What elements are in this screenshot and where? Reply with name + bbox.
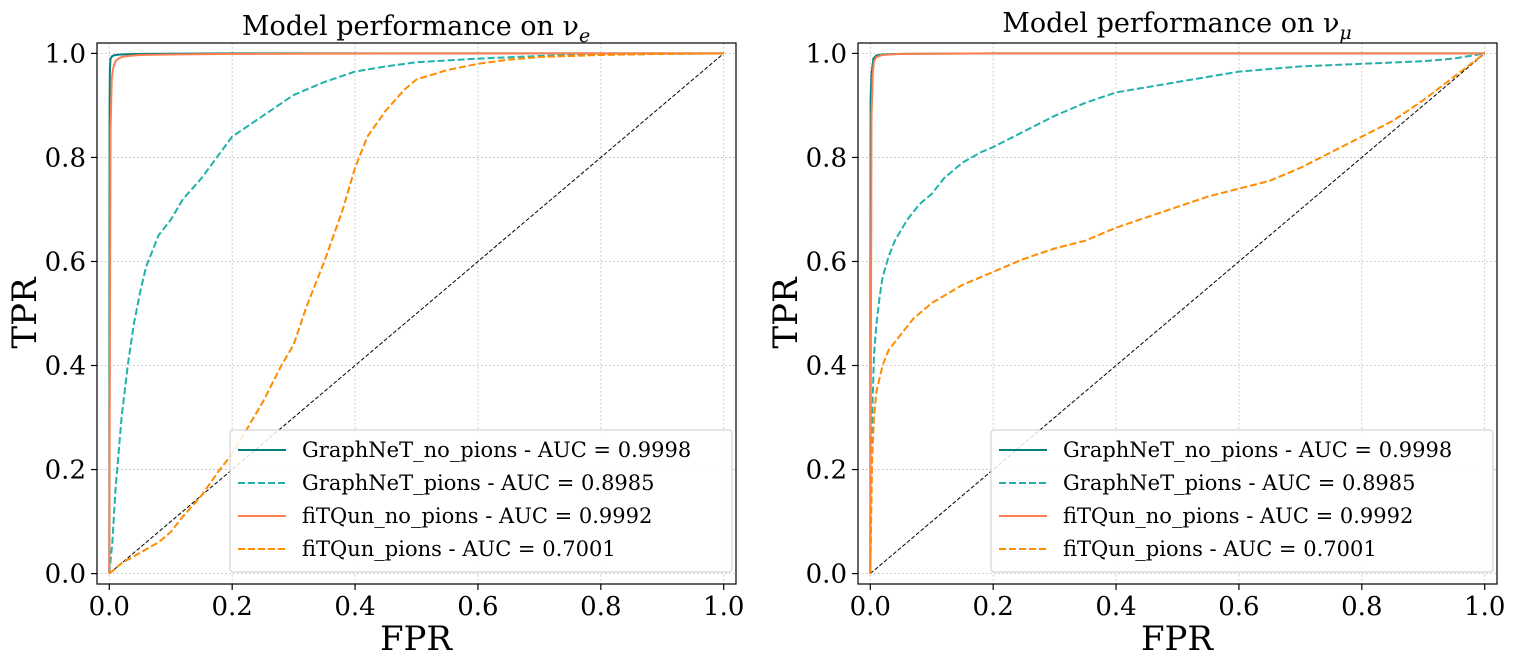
x-tick-label: 0.6 — [1218, 592, 1259, 622]
roc-curve-4 — [108, 52, 724, 575]
x-axis-label-electron: FPR — [380, 619, 453, 659]
chart-panel-muon: 0.0 0.2 0.4 0.6 0.8 1.0 0.0 0.2 0.4 0.6 0.8 1.0 Mo… — [766, 8, 1505, 659]
chart-panel-electron: 0.0 0.2 0.4 0.6 0.8 1.0 0.0 0.2 0.4 0.6 0.8 1.0 Mo… — [5, 11, 744, 659]
y-tick-label: 0.6 — [806, 247, 847, 277]
plot-area-muon — [869, 52, 1486, 574]
y-ticks-muon: 0.0 0.2 0.4 0.6 0.8 1.0 — [806, 39, 858, 590]
x-tick-label: 0.6 — [457, 592, 498, 622]
random-baseline-line — [869, 53, 1486, 574]
legend-box — [229, 429, 733, 573]
x-tick-label: 1.0 — [703, 592, 744, 622]
x-tick-label: 1.0 — [1464, 592, 1505, 622]
legend-label: GraphNeT_pions - AUC = 0.8985 — [302, 471, 655, 495]
roc-curve-4 — [869, 52, 1486, 574]
x-ticks-muon: 0.0 0.2 0.4 0.6 0.8 1.0 — [850, 584, 1505, 622]
y-tick-label: 0.6 — [45, 247, 86, 277]
legend-label: GraphNeT_no_pions - AUC = 0.9998 — [1063, 438, 1452, 462]
y-tick-label: 0.2 — [806, 456, 847, 486]
legend-muon: GraphNeT_no_pions - AUC = 0.9998 GraphNeT… — [990, 429, 1494, 573]
roc-curve-2 — [869, 52, 1485, 574]
y-ticks-electron: 0.0 0.2 0.4 0.6 0.8 1.0 — [45, 39, 97, 590]
legend-label: fiTQun_no_pions - AUC = 0.9992 — [1063, 504, 1413, 528]
y-tick-label: 1.0 — [806, 39, 847, 69]
y-tick-label: 0.2 — [45, 456, 86, 486]
legend-label: GraphNeT_pions - AUC = 0.8985 — [1063, 471, 1416, 495]
random-baseline-line — [108, 53, 725, 574]
y-axis-label-muon: TPR — [766, 276, 806, 349]
chart-title-muon: Model performance on νμ — [1002, 8, 1351, 44]
legend-electron: GraphNeT_no_pions - AUC = 0.9998 GraphNeT… — [229, 429, 733, 573]
roc-curve-3 — [869, 52, 1485, 574]
x-ticks-electron: 0.0 0.2 0.4 0.6 0.8 1.0 — [89, 584, 744, 622]
y-tick-label: 0.4 — [806, 352, 847, 382]
x-axis-label-muon: FPR — [1141, 619, 1214, 659]
chart-title-electron: Model performance on νe — [242, 11, 590, 47]
x-tick-label: 0.8 — [1341, 592, 1382, 622]
y-tick-label: 0.8 — [806, 143, 847, 173]
legend-box — [990, 429, 1494, 573]
y-tick-label: 0.0 — [45, 560, 86, 590]
x-tick-label: 0.2 — [211, 592, 252, 622]
y-tick-label: 0.4 — [45, 352, 86, 382]
plot-area-electron — [108, 52, 725, 575]
roc-curve-2 — [108, 52, 724, 574]
x-tick-label: 0.8 — [580, 592, 621, 622]
y-tick-label: 1.0 — [45, 39, 86, 69]
x-tick-label: 0.4 — [334, 592, 375, 622]
axes-frame-muon — [857, 42, 1498, 585]
y-axis-label-electron: TPR — [5, 276, 45, 349]
x-tick-label: 0.2 — [972, 592, 1013, 622]
legend-label: GraphNeT_no_pions - AUC = 0.9998 — [302, 438, 691, 462]
legend-label: fiTQun_no_pions - AUC = 0.9992 — [302, 504, 652, 528]
x-tick-label: 0.0 — [89, 592, 130, 622]
axes-frame-electron — [96, 42, 737, 585]
y-tick-label: 0.8 — [45, 143, 86, 173]
legend-label: fiTQun_pions - AUC = 0.7001 — [1063, 537, 1377, 561]
x-tick-label: 0.0 — [850, 592, 891, 622]
y-tick-label: 0.0 — [806, 560, 847, 590]
x-tick-label: 0.4 — [1095, 592, 1136, 622]
roc-curve-3 — [108, 52, 724, 574]
legend-label: fiTQun_pions - AUC = 0.7001 — [302, 537, 616, 561]
